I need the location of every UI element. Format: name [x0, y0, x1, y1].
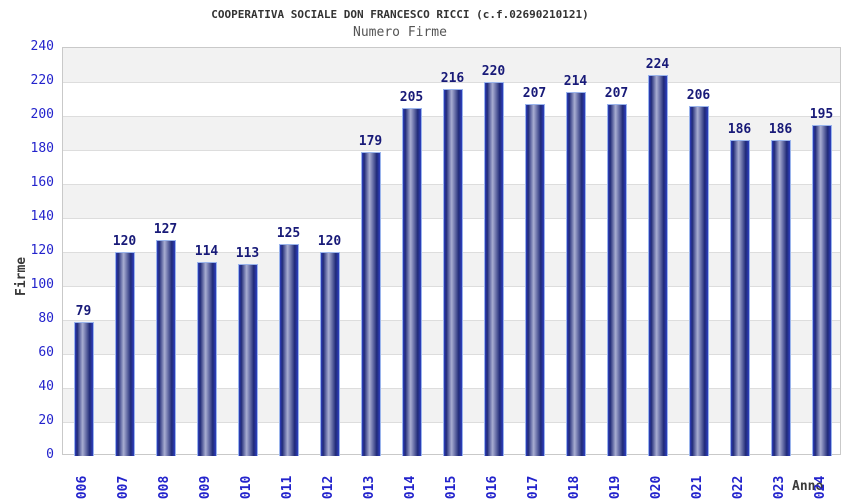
y-tick-label: 60	[38, 345, 54, 360]
bar-2007	[114, 252, 135, 456]
bar-2017	[524, 104, 545, 456]
y-tick-label: 180	[30, 141, 54, 156]
x-tick-label: 2018	[566, 475, 582, 500]
bar-value-label: 207	[604, 86, 629, 102]
bar-value-label: 224	[645, 57, 670, 73]
bar-value-label: 179	[358, 133, 383, 149]
x-tick-label: 2012	[320, 475, 336, 500]
gridline	[63, 82, 840, 83]
x-axis-title: Anno	[792, 479, 824, 494]
x-tick-label: 2008	[156, 475, 172, 500]
x-tick-label: 2022	[730, 475, 746, 500]
y-tick-label: 120	[30, 243, 54, 258]
chart-title: COOPERATIVA SOCIALE DON FRANCESCO RICCI …	[211, 8, 589, 21]
bar-value-label: 120	[112, 234, 137, 249]
bar-2012	[319, 252, 340, 456]
bar-value-label: 186	[768, 121, 793, 137]
bar-2009	[196, 262, 217, 456]
y-tick-label: 220	[30, 73, 54, 88]
y-tick-label: 0	[46, 447, 54, 462]
chart-subtitle: Numero Firme	[353, 25, 447, 40]
bar-value-label: 114	[194, 244, 219, 260]
x-tick-label: 2009	[197, 475, 213, 500]
bar-value-label: 216	[440, 70, 465, 86]
x-tick-label: 2019	[607, 475, 623, 500]
y-tick-label: 40	[38, 379, 54, 394]
bar-value-label: 125	[276, 225, 301, 241]
y-tick-label: 80	[38, 311, 54, 326]
bar-value-label: 195	[809, 106, 834, 122]
bar-2008	[155, 240, 176, 456]
bar-value-label: 214	[563, 74, 588, 90]
band	[63, 48, 840, 82]
x-tick-label: 2013	[361, 475, 377, 500]
bar-value-label: 186	[727, 121, 752, 137]
bar-value-label: 120	[317, 234, 342, 249]
x-tick-label: 2010	[238, 475, 254, 500]
bar-2014	[401, 107, 422, 456]
bar-2015	[442, 88, 463, 456]
bar-2011	[278, 243, 299, 456]
bar-value-label: 207	[522, 86, 547, 102]
bar-2019	[606, 104, 627, 456]
x-tick-label: 2006	[74, 475, 90, 500]
bar-2022	[729, 139, 750, 456]
bar-value-label: 127	[153, 222, 178, 238]
y-tick-label: 100	[30, 277, 54, 292]
y-tick-label: 240	[30, 39, 54, 54]
bar-2006	[73, 321, 94, 456]
bar-2020	[647, 75, 668, 456]
bar-value-label: 220	[481, 64, 506, 79]
x-tick-label: 2017	[525, 475, 541, 500]
x-tick-label: 2021	[689, 475, 705, 500]
x-tick-label: 2020	[648, 475, 664, 500]
bar-2018	[565, 92, 586, 456]
x-tick-label: 2011	[279, 475, 295, 500]
bar-2016	[483, 82, 504, 456]
bar-2010	[237, 263, 258, 456]
bar-2013	[360, 151, 381, 456]
plot-area: 79 120 127 114 113 125 120 179 205 216 220 207 214 20…	[62, 47, 841, 456]
bar-2021	[688, 105, 709, 456]
bar-2024	[811, 124, 832, 456]
bar-value-label: 113	[235, 245, 260, 261]
x-tick-label: 2014	[402, 475, 418, 500]
y-tick-label: 200	[30, 107, 54, 122]
y-tick-label: 140	[30, 209, 54, 224]
bar-value-label: 79	[75, 303, 92, 319]
x-tick-label: 2007	[115, 475, 131, 500]
x-tick-label: 2023	[771, 475, 787, 500]
bar-value-label: 206	[686, 87, 711, 103]
bar-2023	[770, 139, 791, 456]
y-tick-label: 160	[30, 175, 54, 190]
y-tick-label: 20	[38, 413, 54, 428]
bar-value-label: 205	[399, 89, 424, 105]
x-tick-label: 2024	[812, 475, 828, 500]
x-tick-label: 2015	[443, 475, 459, 500]
x-tick-label: 2016	[484, 475, 500, 500]
